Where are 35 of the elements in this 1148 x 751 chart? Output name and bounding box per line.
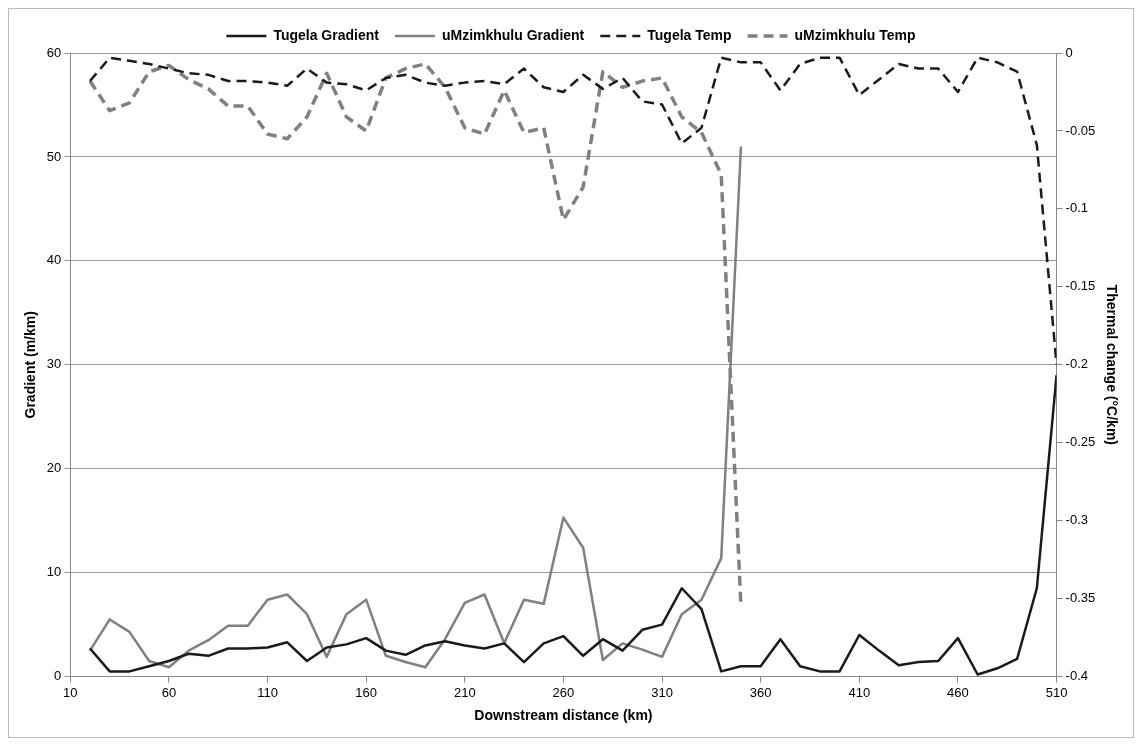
y-tick-label: 10 xyxy=(46,564,62,580)
y2-tick-label: 0 xyxy=(1065,44,1073,60)
x-tick-label: 510 xyxy=(1045,684,1068,700)
x-tick-label: 260 xyxy=(552,684,575,700)
x-tick-label: 410 xyxy=(848,684,871,700)
y-axis-title: Gradient (m/km) xyxy=(22,311,39,419)
y2-tick-label: -0.2 xyxy=(1065,356,1088,372)
x-tick-label: 10 xyxy=(63,684,78,700)
y2-tick-label: -0.4 xyxy=(1065,668,1088,684)
y2-tick-label: -0.05 xyxy=(1065,122,1096,138)
y-tick-label: 30 xyxy=(46,356,62,372)
legend-label: Tugela Temp xyxy=(647,26,732,43)
x-tick-label: 360 xyxy=(749,684,772,700)
y-tick-label: 20 xyxy=(46,460,62,476)
y2-tick-label: -0.25 xyxy=(1065,434,1096,450)
x-tick-label: 160 xyxy=(355,684,377,700)
legend-label: uMzimkhulu Temp xyxy=(794,26,916,43)
y2-tick-label: -0.1 xyxy=(1065,200,1088,216)
x-tick-label: 60 xyxy=(161,684,177,700)
y-tick-label: 50 xyxy=(46,148,62,164)
line-series xyxy=(88,56,1057,367)
x-tick-label: 460 xyxy=(947,684,969,700)
x-tick-label: 310 xyxy=(651,684,673,700)
x-tick-label: 210 xyxy=(453,684,476,700)
legend-label: Tugela Gradient xyxy=(273,26,380,43)
x-axis-title: Downstream distance (km) xyxy=(474,707,653,724)
y-tick-label: 60 xyxy=(46,44,62,60)
y2-tick-label: -0.15 xyxy=(1065,278,1096,294)
legend-label: uMzimkhulu Gradient xyxy=(441,26,585,43)
y2-tick-label: -0.35 xyxy=(1065,590,1096,606)
x-tick-label: 110 xyxy=(257,684,278,700)
y-tick-label: 0 xyxy=(54,668,62,684)
y2-tick-label: -0.3 xyxy=(1065,512,1088,528)
y2-axis-title: Thermal change (°C/km) xyxy=(1103,284,1120,446)
y-tick-label: 40 xyxy=(46,252,62,268)
